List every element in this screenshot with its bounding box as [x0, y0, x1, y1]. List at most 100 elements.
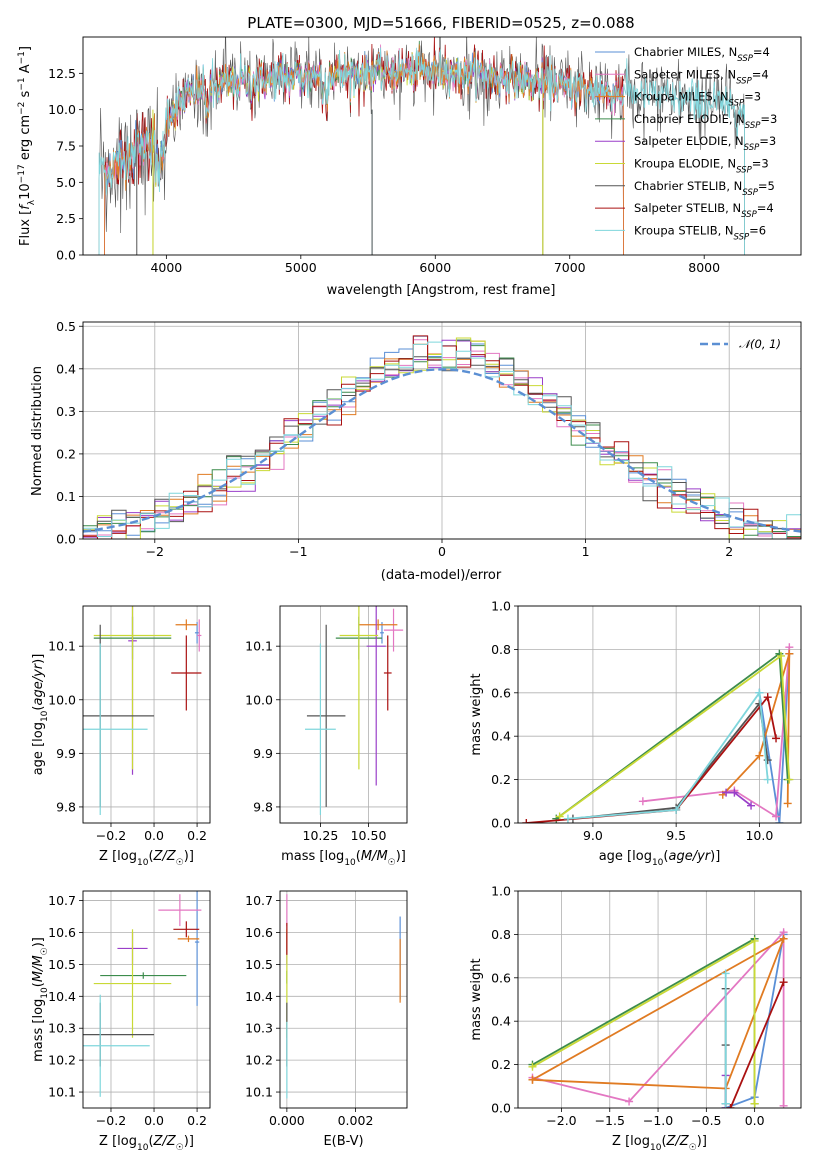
panel-mass_vs_EBV: 0.000 0.002 10.1 10.2 10.3 10.4 10.5 10.6 10.7 E(…	[245, 890, 408, 1149]
weight-marker-salpeter_stelib	[772, 734, 781, 743]
legend-label: Kroupa ELODIE, NSSP=3	[634, 157, 769, 176]
plot-area	[83, 606, 202, 815]
weight-marker-kroupa_elodie	[777, 651, 786, 660]
weight-marker-kroupa_elodie	[750, 1099, 759, 1108]
x-tick-label: −2.0	[546, 1113, 576, 1128]
weight-marker-salpeter_stelib	[522, 819, 531, 823]
x-tick-label: 8000	[688, 260, 720, 275]
y-tick-label: 10.1	[48, 639, 76, 654]
axes-frame	[279, 890, 408, 1109]
weight-marker-chabrier_miles	[775, 819, 784, 823]
x-axis-label: (data-model)/error	[381, 568, 502, 583]
axes-frame	[279, 605, 408, 824]
plot-area	[83, 335, 801, 539]
x-tick-label: 9.5	[666, 828, 686, 843]
weight-marker-kroupa_miles	[528, 1075, 537, 1084]
y-tick-label: 10.3	[48, 1021, 76, 1036]
axes-frame	[517, 890, 802, 1109]
legend-label: Chabrier MILES, NSSP=4	[634, 45, 770, 64]
y-tick-label: 0.4	[491, 1014, 511, 1029]
x-tick-label: 2	[725, 544, 733, 559]
weight-marker-kroupa_stelib	[721, 1099, 730, 1108]
y-axis-label: mass weight	[469, 673, 484, 755]
y-tick-label: 0.0	[56, 248, 76, 263]
y-tick-label: 7.5	[56, 139, 76, 154]
y-tick-label: 10.6	[245, 925, 273, 940]
weight-line-salpeter_stelib	[729, 981, 785, 1108]
x-tick-label: 0	[438, 544, 446, 559]
y-tick-label: 0.3	[56, 404, 76, 419]
x-tick-label: 0.0	[144, 828, 164, 843]
x-axis-label: mass [log10(M/M☉)]	[281, 849, 406, 868]
x-tick-label: −0.2	[96, 1113, 126, 1128]
x-tick-label: 4000	[150, 260, 182, 275]
y-tick-label: 1.0	[491, 884, 511, 899]
weight-line-salpeter_miles	[642, 647, 791, 819]
weight-marker-salpeter_stelib	[779, 978, 788, 987]
y-tick-label: 0.2	[491, 1057, 511, 1072]
y-tick-label: 10.4	[245, 989, 273, 1004]
plot-area	[305, 606, 404, 815]
x-tick-label: 7000	[554, 260, 586, 275]
y-axis-label: mass weight	[469, 958, 484, 1040]
panel-age_vs_mass: 10.25 10.50 9.8 9.9 10.0 10.1 mass [log10(M/M☉…	[245, 605, 408, 868]
y-tick-label: 10.0	[245, 692, 273, 707]
y-tick-label: 9.9	[56, 746, 76, 761]
y-axis-label: Normed distribution	[30, 366, 45, 496]
x-tick-label: 10.0	[745, 828, 773, 843]
y-tick-label: 10.1	[245, 1085, 273, 1100]
weight-line-salpeter_miles	[532, 929, 785, 1106]
y-tick-label: 10.6	[48, 925, 76, 940]
y-tick-label: 0.0	[56, 532, 76, 547]
x-tick-label: 0.0	[745, 1113, 765, 1128]
legend-label: Salpeter STELIB, NSSP=4	[634, 201, 774, 220]
x-tick-label: −0.5	[691, 1113, 721, 1128]
y-tick-label: 0.8	[491, 642, 511, 657]
weight-marker-salpeter_elodie	[747, 801, 756, 810]
x-tick-label: 5000	[285, 260, 317, 275]
y-axis-label: age [log10(age/yr)]	[31, 654, 50, 776]
y-tick-label: 2.5	[56, 211, 76, 226]
weight-marker-kroupa_elodie	[555, 812, 564, 821]
x-axis-label: Z [log10(Z/Z☉)]	[99, 849, 194, 868]
weight-marker-salpeter_miles	[772, 812, 781, 821]
weight-marker-kroupa_elodie	[750, 936, 759, 945]
y-tick-label: 0.2	[491, 772, 511, 787]
y-tick-label: 0.6	[491, 970, 511, 985]
y-tick-label: 0.0	[491, 1101, 511, 1116]
weight-marker-salpeter_stelib	[763, 693, 772, 702]
weight-marker-kroupa_stelib	[755, 688, 764, 697]
y-tick-label: 0.6	[491, 685, 511, 700]
y-tick-label: 10.0	[48, 692, 76, 707]
legend: Chabrier MILES, NSSP=4 Salpeter MILES, NS…	[595, 45, 777, 242]
plot-area	[286, 894, 401, 1099]
gaussian-curve	[83, 368, 801, 533]
x-tick-label: −1.5	[595, 1113, 625, 1128]
weight-line-kroupa_miles	[722, 653, 791, 804]
y-tick-label: 10.7	[245, 893, 273, 908]
axes-frame	[517, 605, 802, 824]
weight-marker-kroupa_stelib	[672, 805, 681, 814]
x-tick-label: 10.25	[303, 828, 339, 843]
plot-area	[98, 37, 745, 255]
panel-weight_vs_Z: −2.0 −1.5 −1.0 −0.5 0.0 0.0 0.2 0.4 0.6 0.8 1.0 Z […	[469, 884, 802, 1153]
y-tick-label: 0.4	[491, 729, 511, 744]
weight-line-salpeter_stelib	[526, 695, 777, 823]
y-tick-label: 9.8	[253, 799, 273, 814]
x-tick-label: 9.0	[583, 828, 603, 843]
axes-frame	[82, 890, 211, 1109]
y-tick-label: 10.1	[48, 1085, 76, 1100]
weight-line-chabrier_miles	[758, 653, 791, 823]
x-axis-label: E(B-V)	[323, 1134, 363, 1149]
weight-marker-salpeter_miles	[625, 1097, 634, 1106]
chart-title: PLATE=0300, MJD=51666, FIBERID=0525, z=0…	[247, 14, 634, 32]
weight-marker-kroupa_stelib	[563, 814, 572, 823]
weight-marker-kroupa_elodie	[785, 775, 794, 784]
x-tick-label: 0.000	[269, 1113, 305, 1128]
weight-line-kroupa_stelib	[567, 690, 769, 820]
spectrum-line-chabrier_stelib	[98, 37, 745, 255]
weight-marker-kroupa_miles	[755, 751, 764, 760]
weight-line-kroupa_elodie	[532, 939, 756, 1104]
y-tick-label: 10.0	[48, 102, 76, 117]
